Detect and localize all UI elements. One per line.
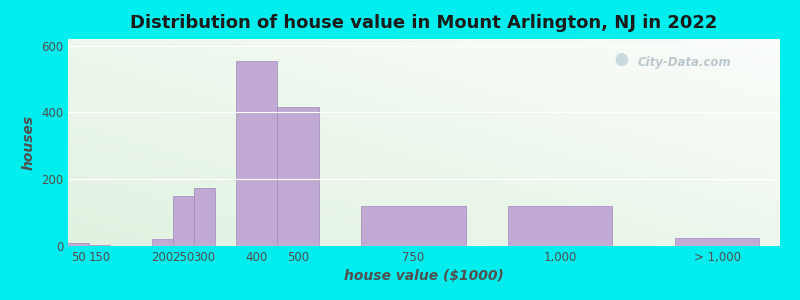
- Bar: [173, 196, 194, 246]
- Bar: [68, 243, 89, 246]
- Bar: [508, 206, 613, 246]
- Bar: [361, 206, 466, 246]
- Text: City-Data.com: City-Data.com: [638, 56, 731, 69]
- Bar: [235, 61, 278, 246]
- Bar: [675, 238, 759, 246]
- Bar: [152, 239, 173, 246]
- X-axis label: house value ($1000): house value ($1000): [344, 269, 504, 284]
- Text: ⬤: ⬤: [615, 52, 629, 66]
- Bar: [278, 107, 319, 246]
- Y-axis label: houses: houses: [22, 115, 35, 170]
- Bar: [194, 188, 214, 246]
- Bar: [89, 245, 110, 246]
- Title: Distribution of house value in Mount Arlington, NJ in 2022: Distribution of house value in Mount Arl…: [130, 14, 718, 32]
